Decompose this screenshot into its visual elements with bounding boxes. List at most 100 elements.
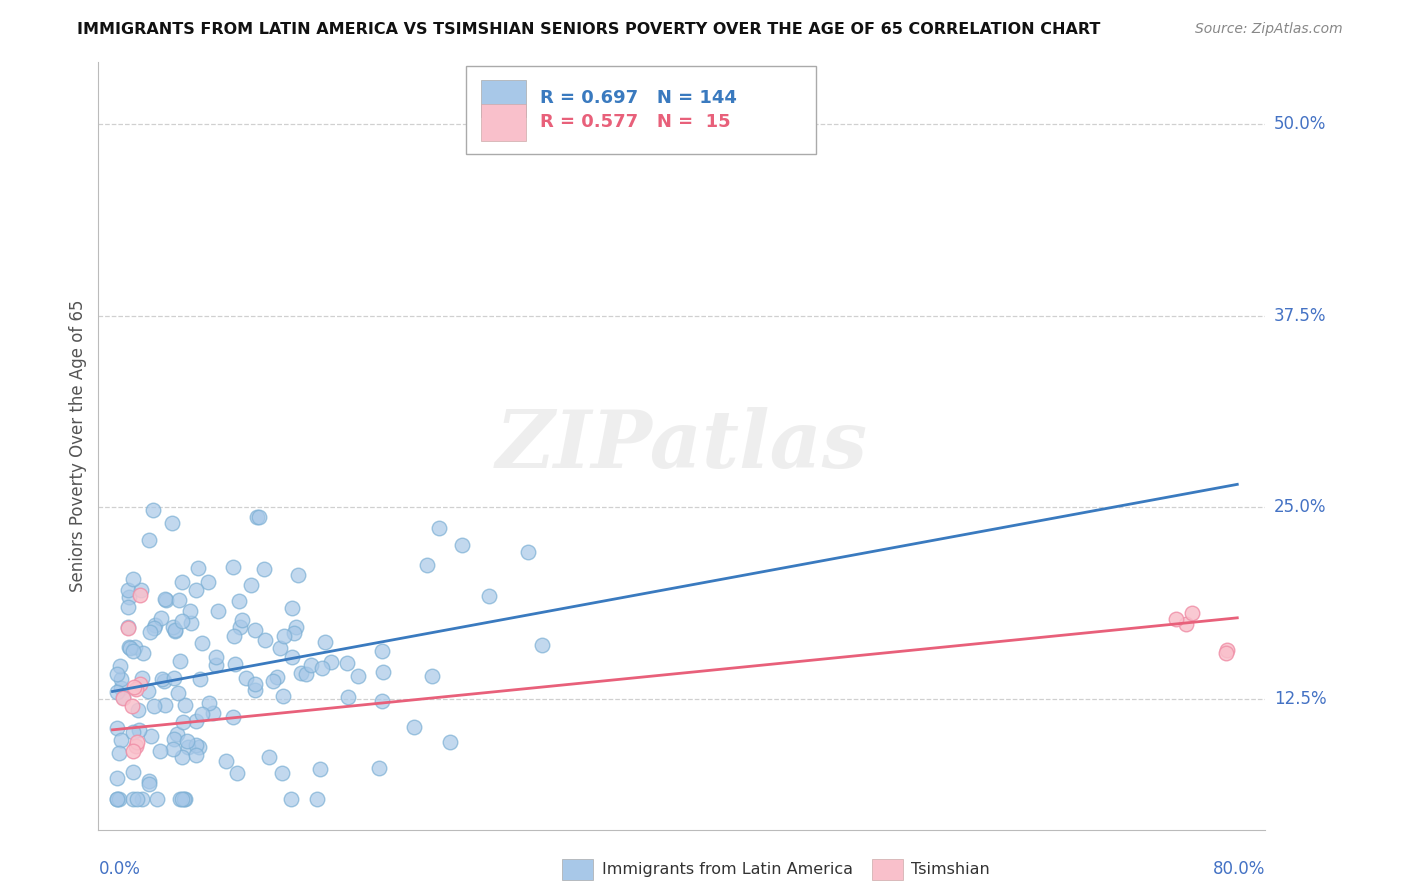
Point — [177, 739, 200, 754]
Point — [1215, 646, 1237, 660]
Point — [247, 510, 270, 524]
Point — [235, 671, 257, 685]
Point — [127, 792, 149, 806]
Point — [240, 578, 263, 592]
Point — [138, 624, 160, 639]
Point — [150, 611, 173, 625]
Point — [197, 696, 219, 710]
Point — [128, 588, 150, 602]
Point — [180, 616, 202, 631]
Point — [270, 766, 292, 780]
Point — [243, 683, 266, 698]
Point — [138, 533, 160, 547]
Point — [117, 582, 139, 597]
Point — [169, 654, 191, 668]
Point — [1216, 643, 1239, 657]
Point — [149, 744, 172, 758]
Point — [152, 673, 174, 688]
Point — [138, 777, 160, 791]
Point — [172, 614, 194, 628]
Point — [347, 669, 370, 683]
Point — [416, 558, 439, 572]
Point — [207, 604, 229, 618]
Point — [517, 545, 540, 559]
Point — [155, 593, 177, 607]
Point — [283, 625, 305, 640]
Point — [273, 629, 295, 643]
Point — [125, 735, 148, 749]
Point — [174, 698, 197, 712]
Point — [187, 561, 209, 575]
Point — [280, 792, 302, 806]
Point — [202, 706, 225, 720]
Point — [153, 592, 176, 607]
Point — [290, 665, 312, 680]
Point — [162, 516, 184, 531]
Point — [173, 792, 195, 806]
Point — [117, 640, 139, 654]
Point — [170, 792, 193, 806]
Text: ZIPatlas: ZIPatlas — [496, 408, 868, 484]
Point — [107, 792, 129, 806]
Text: 80.0%: 80.0% — [1213, 860, 1265, 878]
Point — [225, 766, 247, 780]
Point — [287, 567, 309, 582]
Point — [321, 655, 343, 669]
Point — [150, 672, 173, 686]
Point — [163, 671, 186, 685]
Point — [280, 601, 302, 615]
Point — [128, 723, 150, 738]
Point — [122, 643, 145, 657]
Text: Immigrants from Latin America: Immigrants from Latin America — [602, 863, 853, 877]
Point — [231, 613, 253, 627]
FancyBboxPatch shape — [465, 66, 815, 154]
Point — [122, 725, 145, 739]
Point — [131, 671, 153, 685]
Point — [191, 707, 214, 722]
Point — [530, 638, 553, 652]
Point — [174, 792, 197, 806]
Point — [184, 748, 207, 763]
Point — [266, 670, 288, 684]
Point — [108, 659, 131, 673]
Point — [188, 673, 211, 687]
Point — [222, 710, 245, 724]
Point — [402, 720, 425, 734]
Point — [295, 667, 318, 681]
Point — [105, 721, 128, 735]
Point — [228, 594, 250, 608]
Point — [124, 640, 146, 654]
Point — [105, 792, 128, 806]
Point — [105, 685, 128, 699]
Point — [245, 677, 267, 691]
Point — [112, 690, 135, 705]
Point — [246, 510, 269, 524]
Point — [204, 657, 226, 672]
Point — [163, 731, 186, 746]
Point — [131, 792, 153, 806]
Point — [120, 640, 142, 655]
Point — [138, 773, 160, 788]
Point — [124, 680, 146, 694]
Point — [129, 582, 152, 597]
Point — [245, 624, 267, 638]
Point — [110, 733, 132, 747]
Point — [284, 620, 307, 634]
Point — [121, 698, 143, 713]
Text: 50.0%: 50.0% — [1274, 115, 1326, 133]
Point — [224, 657, 246, 671]
Point — [176, 734, 198, 748]
Point — [271, 689, 294, 703]
Point — [281, 649, 304, 664]
Point — [368, 761, 391, 775]
Point — [121, 764, 143, 779]
Text: R = 0.697   N = 144: R = 0.697 N = 144 — [540, 89, 737, 108]
Point — [117, 620, 139, 634]
Text: 25.0%: 25.0% — [1274, 499, 1326, 516]
Point — [172, 575, 194, 590]
Point — [184, 714, 207, 728]
Point — [262, 673, 284, 688]
Point — [222, 629, 245, 643]
Point — [269, 640, 291, 655]
Point — [336, 690, 359, 705]
